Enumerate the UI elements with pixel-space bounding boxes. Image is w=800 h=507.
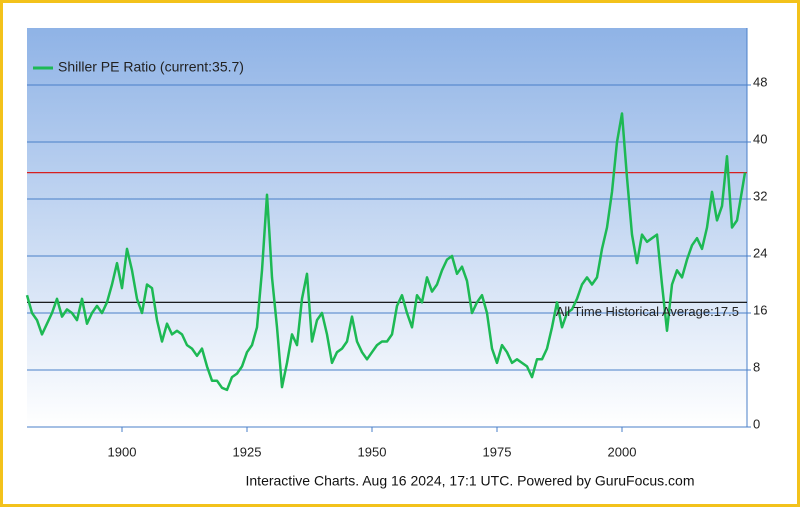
reference-label: All Time Historical Average:17.5 xyxy=(556,304,739,319)
y-tick-label: 0 xyxy=(753,416,760,431)
y-tick-label: 32 xyxy=(753,188,767,203)
x-tick-label: 1950 xyxy=(358,444,387,459)
footer: Interactive Charts. Aug 16 2024, 17:1 UT… xyxy=(246,473,695,489)
legend-label: Shiller PE Ratio (current:35.7) xyxy=(58,59,244,75)
y-tick-label: 8 xyxy=(753,359,760,374)
plot-area xyxy=(27,28,747,427)
y-tick-label: 40 xyxy=(753,131,767,146)
y-tick-label: 48 xyxy=(753,74,767,89)
series-line xyxy=(25,112,747,392)
x-tick-label: 2000 xyxy=(608,444,637,459)
x-tick-label: 1900 xyxy=(108,444,137,459)
x-tick-label: 1925 xyxy=(233,444,262,459)
y-tick-label: 24 xyxy=(753,245,767,260)
x-tick-label: 1975 xyxy=(483,444,512,459)
y-tick-label: 16 xyxy=(753,302,767,317)
